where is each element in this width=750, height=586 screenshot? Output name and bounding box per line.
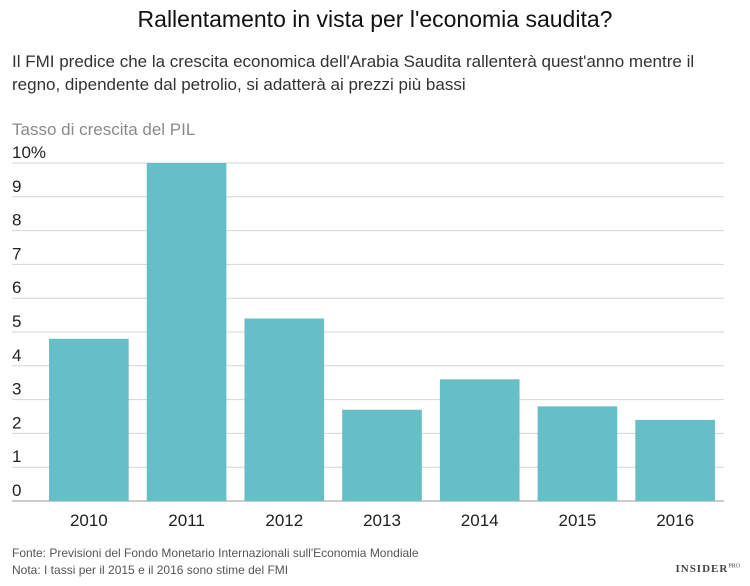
x-tick-label: 2010: [70, 511, 108, 530]
bar-2014: [439, 379, 520, 501]
x-tick-label: 2014: [461, 511, 499, 530]
x-tick-labels: 2010 2011 2012 2013 2014 2015 2016: [70, 511, 694, 530]
y-axis-label: Tasso di crescita del PIL: [12, 120, 196, 139]
y-tick-label: 4: [12, 346, 21, 365]
bar-2016: [635, 419, 715, 501]
bar-2010: [49, 338, 129, 501]
chart-title: Rallentamento in vista per l'economia sa…: [137, 6, 613, 32]
y-tick-label: 5: [12, 312, 21, 331]
y-tick-labels: 0 1 2 3 4 5 6 7 8 9 10%: [12, 143, 46, 500]
y-tick-label: 0: [12, 481, 21, 500]
x-tick-label: 2013: [363, 511, 401, 530]
y-tick-label: 7: [12, 244, 21, 263]
y-tick-label: 6: [12, 278, 21, 297]
y-tick-label: 1: [12, 447, 21, 466]
x-tick-label: 2016: [656, 511, 694, 530]
y-tick-label: 2: [12, 413, 21, 432]
y-tick-label: 8: [12, 211, 21, 230]
y-tick-label: 10%: [12, 143, 46, 162]
bars: [49, 163, 715, 501]
gridlines: [12, 162, 724, 502]
bar-2015: [537, 406, 618, 501]
chart-subtitle: Il FMI predice che la crescita economica…: [12, 52, 695, 94]
brand-name: INSIDER: [675, 563, 729, 575]
bar-2013: [342, 409, 422, 501]
source-note: Fonte: Previsioni del Fondo Monetario In…: [12, 546, 419, 560]
brand-logo: INSIDERPRO: [675, 563, 740, 575]
x-tick-label: 2012: [265, 511, 303, 530]
bar-2011: [146, 163, 227, 501]
x-tick-label: 2015: [559, 511, 597, 530]
brand-suffix: PRO: [728, 563, 740, 570]
estimate-note: Nota: I tassi per il 2015 e il 2016 sono…: [12, 563, 289, 577]
y-tick-label: 9: [12, 177, 21, 196]
x-tick-label: 2011: [168, 511, 205, 530]
y-tick-label: 3: [12, 380, 21, 399]
bar-2012: [244, 318, 325, 501]
